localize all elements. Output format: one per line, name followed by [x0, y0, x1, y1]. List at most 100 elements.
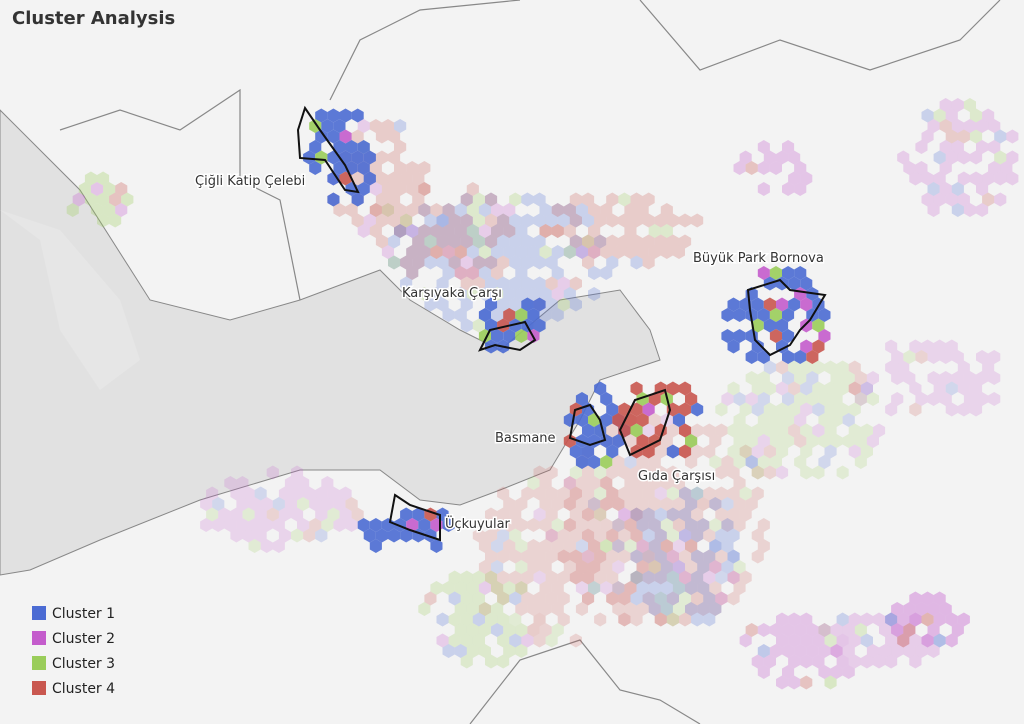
hex-cell	[842, 665, 855, 679]
hex-cell	[624, 539, 637, 553]
hex-cell	[588, 539, 601, 553]
hex-cell	[794, 182, 807, 196]
hex-cell	[84, 171, 97, 186]
hex-cell	[533, 612, 546, 627]
hex-cell	[927, 119, 940, 133]
hex-cell	[497, 591, 510, 606]
hex-cell	[472, 255, 485, 270]
hex-cell	[763, 150, 776, 165]
hex-cell	[800, 675, 813, 690]
hex-cell	[963, 203, 976, 217]
hex-cell	[666, 213, 679, 228]
hex-cell	[327, 108, 340, 123]
hex-cell	[582, 591, 595, 606]
hex-cell	[521, 297, 534, 312]
hex-cell	[769, 434, 782, 448]
hex-cell	[375, 150, 388, 165]
hex-cell	[866, 644, 879, 658]
hex-cell	[278, 507, 291, 522]
hex-cell	[575, 539, 588, 553]
hex-cell	[533, 276, 546, 291]
hex-cell	[394, 182, 407, 196]
hex-cell	[903, 623, 916, 637]
hex-cell	[994, 171, 1007, 186]
hex-cell	[503, 224, 516, 238]
hex-cell	[666, 612, 679, 627]
hex-cell	[648, 560, 661, 574]
hex-cell	[879, 644, 892, 658]
hex-cell	[921, 129, 934, 144]
hex-cell	[345, 140, 358, 154]
hex-cell	[515, 308, 528, 322]
hex-cell	[933, 612, 946, 627]
hex-cell	[824, 381, 837, 396]
hex-cell	[994, 150, 1007, 165]
hex-cell	[951, 119, 964, 133]
hex-cell	[406, 182, 419, 196]
hex-cell	[90, 203, 104, 217]
hex-cell	[569, 570, 582, 585]
hex-cell	[242, 486, 255, 501]
area-outline	[746, 278, 827, 357]
hex-cell	[497, 528, 510, 543]
hex-cell	[666, 549, 679, 564]
hex-cell	[503, 581, 516, 595]
hex-cell	[873, 612, 886, 627]
hex-cell	[757, 518, 770, 532]
hex-cell	[854, 455, 867, 469]
hex-cell	[406, 266, 419, 280]
hex-cell	[527, 623, 540, 637]
hex-cell	[921, 171, 934, 186]
hex-cell	[509, 591, 522, 606]
legend-label: Cluster 4	[52, 681, 115, 697]
hex-cell	[509, 276, 522, 291]
hex-cell	[515, 497, 528, 511]
hex-cell	[460, 192, 473, 207]
hex-cell	[333, 203, 346, 217]
hex-cell	[963, 371, 976, 385]
hex-cell	[897, 633, 910, 648]
hex-cell	[551, 581, 564, 595]
hex-cell	[594, 486, 607, 501]
hex-cell	[745, 371, 758, 385]
hex-cell	[582, 507, 595, 522]
hex-cell	[466, 245, 479, 259]
hex-cell	[769, 161, 782, 175]
hex-cell	[648, 560, 661, 574]
hex-cell	[248, 539, 261, 553]
hex-cell	[466, 266, 479, 280]
hex-cell	[460, 234, 473, 249]
hex-cell	[733, 329, 746, 343]
hex-cell	[406, 245, 419, 259]
hex-cell	[472, 234, 485, 249]
hex-cell	[333, 497, 346, 511]
hex-cell	[769, 413, 782, 427]
hex-cell	[533, 255, 546, 270]
hex-cell	[860, 654, 873, 669]
hex-cell	[503, 518, 516, 532]
hex-cell	[363, 213, 376, 228]
hex-cell	[642, 423, 655, 438]
hex-cell	[521, 255, 534, 270]
hex-cell	[388, 150, 401, 165]
hex-cell	[236, 518, 249, 532]
hex-cell	[418, 287, 431, 301]
hex-cell	[951, 182, 964, 196]
hex-cell	[582, 549, 595, 564]
hex-cell	[327, 486, 340, 501]
hex-cell	[957, 129, 970, 144]
hex-cell	[569, 234, 582, 249]
hex-cell	[763, 360, 776, 375]
hex-cell	[412, 255, 425, 270]
hex-cell	[291, 507, 304, 522]
hex-cell	[624, 602, 637, 616]
hex-cell	[515, 581, 528, 595]
hex-cell	[491, 581, 504, 595]
hex-cell	[727, 339, 740, 354]
hex-cell	[327, 507, 340, 522]
hex-cell	[709, 602, 722, 616]
hex-cell	[776, 402, 789, 417]
hex-cell	[569, 507, 582, 522]
hex-cell	[988, 371, 1001, 385]
hex-cell	[830, 644, 843, 658]
